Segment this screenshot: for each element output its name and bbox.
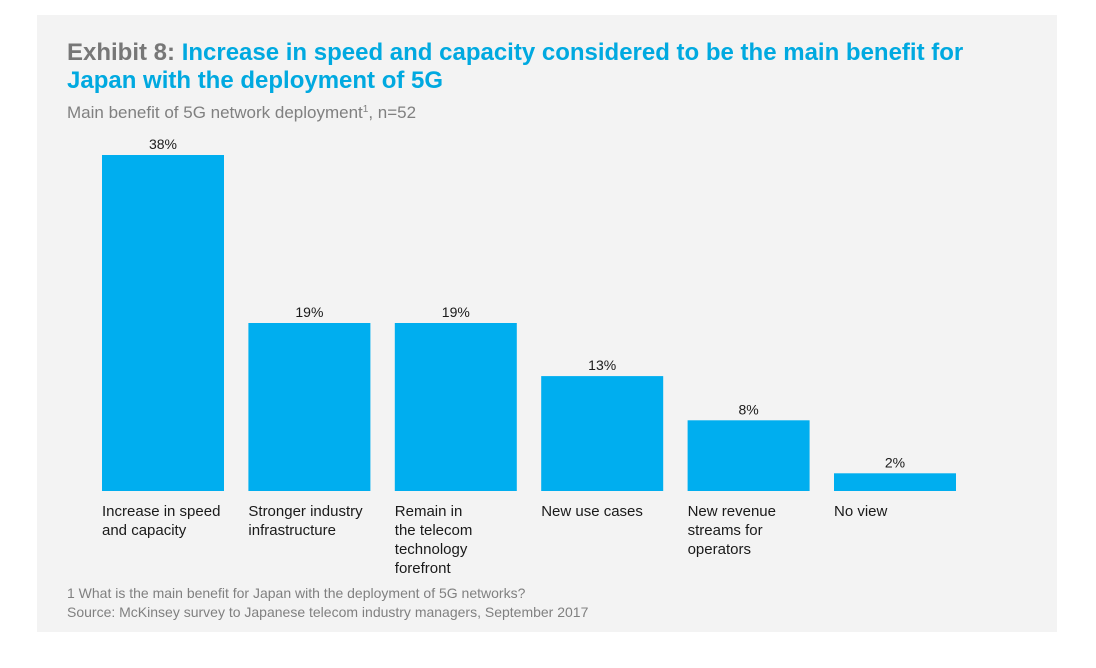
bar-3 [394,323,517,491]
footnote: 1 What is the main benefit for Japan wit… [67,585,526,601]
bar-1 [102,155,224,491]
subtitle-footnote-mark: 1 [362,104,369,115]
bar-5 [687,420,810,491]
data-label-2: 19% [295,304,323,320]
chart-title: Exhibit 8: Increase in speed and capacit… [67,39,1027,95]
category-label-5: New revenue streams for operators [687,503,776,558]
exhibit-panel: Exhibit 8: Increase in speed and capacit… [37,15,1057,632]
category-label-3: Remain in the telecom technology forefro… [394,503,473,577]
bar-2 [248,323,371,491]
subtitle-sample-size: , n=52 [368,103,417,122]
data-label-6: 2% [885,454,905,470]
chart-subtitle: Main benefit of 5G network deployment1, … [67,103,416,123]
category-label-1: Increase in speed and capacity [102,503,221,539]
data-label-5: 8% [738,401,758,417]
bar-4 [541,376,664,491]
data-label-4: 13% [588,357,616,373]
category-label-4: New use cases [541,503,643,520]
subtitle-text: Main benefit of 5G network deployment [67,103,363,122]
source-note: Source: McKinsey survey to Japanese tele… [67,604,589,620]
bar-6 [834,473,956,491]
category-label-2: Stronger industry infrastructure [248,503,363,539]
data-label-3: 19% [442,304,470,320]
title-text: Increase in speed and capacity considere… [67,39,964,94]
exhibit-label: Exhibit 8: [67,39,176,66]
data-label-1: 38% [149,136,177,152]
bar-chart: 38% 19% 19% 13% 8% 2% [102,136,956,491]
category-label-6: No view [834,503,888,520]
